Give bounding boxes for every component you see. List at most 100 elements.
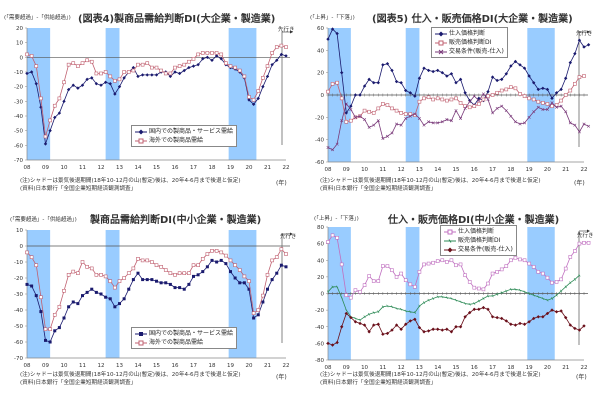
x-tick-label: 11: [379, 365, 386, 371]
x-tick-label: 13: [416, 167, 423, 173]
x-tick-label: 09: [42, 165, 49, 171]
legend-item-output-price: 販売価格判断DI: [435, 38, 504, 47]
x-tick-label: 16: [172, 363, 179, 369]
x-tick-label: 15: [453, 365, 460, 371]
x-tick-label: 11: [79, 363, 86, 369]
x-tick-label: 15: [153, 363, 160, 369]
x-tick-label: 08: [325, 167, 332, 173]
legend-item-input-price: 仕入価格判断: [444, 227, 513, 236]
y-axis-unit-label: (「上昇」-「下落」): [314, 216, 359, 222]
x-tick-label: 16: [471, 365, 478, 371]
y-tick-label: -80: [315, 358, 324, 364]
y-tick-label: 0: [20, 244, 24, 250]
y-tick-label: 40: [317, 48, 324, 54]
legend-label: 販売価格判断DI: [449, 39, 492, 46]
footnote-shadow: (注)シャドーは景気後退期間(18年10-12月の山(暫定)後は、20年4-6月…: [20, 178, 241, 184]
x-tick-label: 12: [398, 167, 405, 173]
y-tick-label: 20: [16, 26, 23, 32]
open-square-marker-icon: [435, 40, 447, 45]
x-tick-label: 20: [246, 363, 253, 369]
filled-square-marker-icon: [135, 331, 147, 336]
y-tick-label: -30: [14, 292, 23, 298]
footnote-source: (資料)日本銀行「全国企業短期経済観測調査」: [320, 380, 437, 386]
y-tick-label: -60: [315, 160, 324, 166]
y-tick-label: -50: [14, 129, 23, 135]
y-tick-label: 10: [16, 228, 23, 234]
y-tick-label: 20: [317, 71, 324, 77]
chart-legend: 仕入価格判断 販売価格判断DI 交易条件(販売-仕入): [440, 225, 517, 256]
y-tick-label: -10: [14, 260, 23, 266]
y-tick-label: 0: [20, 55, 24, 61]
forecast-arrow-icon: [587, 30, 590, 34]
x-tick-label: 10: [361, 167, 368, 173]
recession-shading: [105, 230, 120, 358]
x-tick-label: 15: [453, 167, 460, 173]
legend-item-overseas: 海外での製商品需給: [135, 136, 233, 145]
y-tick-label: -20: [14, 85, 23, 91]
y-tick-label: 60: [317, 242, 324, 248]
x-tick-label: 16: [471, 167, 478, 173]
x-tick-label: 10: [61, 165, 68, 171]
x-tick-label: 08: [325, 365, 332, 371]
legend-item-input-price: 仕入価格判断: [435, 29, 504, 38]
x-tick-label: 14: [135, 165, 142, 171]
x-tick-label: 22: [581, 167, 588, 173]
forecast-arrow-icon: [290, 30, 293, 34]
footnote-shadow: (注)シャドーは景気後退期間(18年10-12月の山(暫定)後は、20年4-6月…: [20, 372, 241, 378]
filled-diamond-marker-icon: [435, 31, 447, 36]
y-tick-label: -60: [14, 143, 23, 149]
footnote: (注)シャドーは景気後退期間(18年10-12月の山(暫定)後は、20年4-6月…: [320, 371, 541, 387]
x-tick-label: 21: [264, 363, 271, 369]
open-square-marker-icon: [135, 340, 147, 345]
legend-label: 交易条件(販売-仕入): [449, 48, 504, 55]
x-tick-label: 11: [79, 165, 86, 171]
x-tick-label: 10: [61, 363, 68, 369]
footnote-source: (資料)日本銀行「全国企業短期経済観測調査」: [20, 186, 137, 192]
chart-title: (図表5) 仕入・販売価格DI(大企業・製造業): [372, 14, 573, 25]
y-tick-label: -10: [14, 70, 23, 76]
legend-item-domestic: 国内での製商品・サービス需給: [135, 329, 233, 338]
x-axis-unit-label: (年): [576, 374, 587, 381]
y-tick-label: -40: [315, 138, 324, 144]
x-tick-label: 18: [209, 165, 216, 171]
x-tick-label: 18: [507, 167, 514, 173]
y-tick-label: 0: [321, 292, 325, 298]
forecast-label: 先行き: [278, 27, 295, 33]
y-tick-label: 20: [317, 275, 324, 281]
series-line: [327, 274, 580, 321]
chart-legend: 国内での製商品・サービス需給 海外での製商品需給: [131, 327, 238, 349]
x-tick-label: 19: [526, 167, 533, 173]
legend-label: 国内での製商品・サービス需給: [149, 330, 234, 337]
x-tick-label: 22: [581, 365, 588, 371]
open-square-marker-icon: [135, 138, 147, 143]
x-tick-label: 16: [172, 165, 179, 171]
y-axis-unit-label: (「需要超過」-「供給超過」): [10, 217, 77, 223]
y-tick-label: -70: [14, 158, 23, 164]
chart-legend: 国内での製商品・サービス需給 海外での製商品需給: [131, 125, 238, 147]
y-tick-label: 40: [317, 258, 324, 264]
x-tick-label: 14: [135, 363, 142, 369]
dash-marker-icon: [444, 238, 456, 243]
legend-label: 販売価格判断DI: [458, 237, 501, 244]
x-tick-label: 19: [526, 365, 533, 371]
x-tick-label: 22: [283, 165, 290, 171]
x-tick-label: 08: [24, 165, 31, 171]
y-tick-label: -30: [14, 99, 23, 105]
legend-label: 国内での製商品・サービス需給: [149, 128, 234, 135]
y-tick-label: 10: [16, 41, 23, 47]
x-tick-label: 18: [507, 365, 514, 371]
x-tick-label: 14: [434, 167, 441, 173]
y-tick-label: -40: [315, 325, 324, 331]
legend-item-domestic: 国内での製商品・サービス需給: [135, 127, 233, 136]
x-tick-label: 21: [562, 365, 569, 371]
x-tick-label: 17: [489, 365, 496, 371]
x-tick-label: 12: [398, 365, 405, 371]
y-tick-label: -40: [14, 114, 23, 120]
x-axis-unit-label: (年): [574, 180, 585, 187]
x-tick-label: 17: [489, 167, 496, 173]
chart-panel-small-prices: 80 60 40 20 0 -20 -40 -60 -80 08 09 10 11 12 13 14 15 16 1…: [300, 201, 600, 402]
footnote-source: (資料)日本銀行「全国企業短期経済観測調査」: [20, 380, 137, 386]
x-tick-label: 20: [246, 165, 253, 171]
